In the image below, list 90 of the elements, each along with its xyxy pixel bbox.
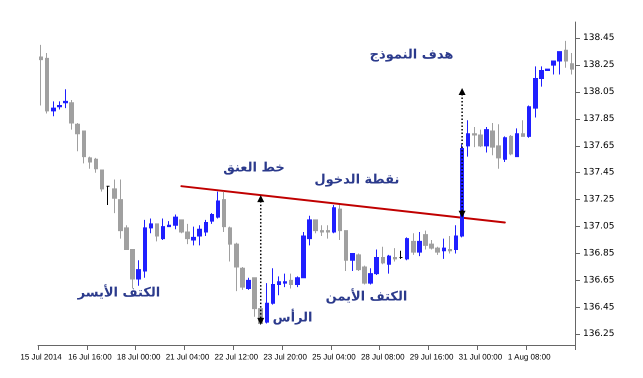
x-tick-label: 1 Aug 08:00 — [508, 352, 552, 362]
candlestick — [197, 224, 202, 246]
x-tick-label: 23 Jul 20:00 — [263, 352, 308, 362]
x-tick-label: 18 Jul 00:00 — [116, 352, 162, 362]
candlestick — [564, 40, 568, 68]
candlestick — [228, 226, 232, 262]
y-tick-label: 138.45 — [583, 33, 614, 44]
y-tick-label: 137.85 — [583, 114, 614, 124]
candlestick — [149, 218, 153, 234]
candlestick — [521, 120, 525, 137]
x-tick-label: 29 Jul 16:00 — [410, 352, 454, 362]
candlestick — [417, 231, 422, 257]
candlestick — [69, 100, 74, 130]
x-tick-label: 31 Jul 00:00 — [458, 352, 503, 362]
candlestick — [155, 223, 159, 242]
candlestick — [442, 238, 446, 260]
candlestick — [350, 252, 355, 272]
candlestick — [246, 277, 251, 290]
y-tick-label: 136.65 — [583, 275, 614, 286]
x-tick-label: 25 Jul 04:00 — [312, 352, 356, 362]
candlestick — [466, 120, 470, 158]
candlestick — [240, 266, 245, 290]
candlestick — [94, 157, 98, 174]
candlestick — [289, 273, 293, 289]
annotation: خط العنق — [223, 160, 285, 176]
y-tick-label: 137.25 — [583, 194, 614, 205]
y-tick-label: 136.45 — [583, 302, 614, 312]
candlestick — [39, 44, 43, 106]
candlestick — [332, 204, 336, 234]
candlestick — [344, 230, 348, 272]
x-tick-label: 21 Jul 04:00 — [166, 352, 210, 362]
candlestick — [454, 224, 458, 254]
candlestick — [136, 260, 141, 286]
x-tick-label: 16 Jul 16:00 — [68, 352, 112, 362]
y-tick-label: 137.45 — [583, 168, 614, 178]
candlestick — [234, 242, 239, 292]
candlestick — [82, 130, 86, 164]
annotation: نقطة الدخول — [314, 172, 400, 188]
candlestick — [57, 100, 62, 110]
candlestick — [399, 250, 403, 260]
candlestick — [112, 178, 117, 214]
annotation: هدف النموذج — [370, 47, 454, 62]
candlestick — [393, 248, 397, 262]
candlestick — [448, 235, 452, 254]
candlestick — [216, 191, 220, 219]
candlestick — [387, 254, 391, 274]
y-tick-label: 137.65 — [583, 140, 614, 151]
candlestick — [265, 282, 269, 324]
y-tick-label: 138.05 — [583, 86, 614, 97]
candlestick — [411, 232, 416, 256]
candlestick — [326, 224, 330, 240]
candlestick — [509, 134, 513, 156]
candlestick — [204, 219, 208, 236]
annotation: الرأس — [272, 310, 312, 326]
candlestick — [320, 224, 324, 236]
x-tick-label: 15 Jul 2014 — [20, 352, 62, 362]
candlestick — [222, 191, 226, 232]
candlestick — [161, 218, 165, 241]
candlestick — [570, 52, 574, 75]
x-tick-label: 22 Jul 12:00 — [214, 352, 259, 362]
y-tick-label: 136.25 — [583, 329, 614, 340]
candlestick — [381, 246, 385, 265]
candlestick — [45, 52, 49, 114]
candlestick — [167, 220, 171, 228]
x-tick-label: 28 Jul 08:00 — [360, 352, 406, 362]
candlestick — [313, 219, 318, 234]
y-tick-label: 137.05 — [583, 222, 614, 232]
candlestick — [75, 122, 80, 152]
candlestick — [527, 104, 531, 138]
candlestick — [100, 170, 104, 192]
candlestick — [484, 126, 489, 154]
y-tick-label: 136.85 — [583, 248, 614, 258]
candlestick — [191, 226, 196, 246]
candlestick — [63, 88, 68, 109]
candlestick — [88, 156, 92, 170]
candlestick — [503, 136, 507, 162]
candlestick — [173, 214, 178, 230]
candlestick — [338, 204, 342, 241]
y-tick-label: 138.25 — [583, 60, 614, 70]
candlestick — [283, 273, 287, 288]
annotation: الكتف الأيسر — [78, 285, 160, 300]
candlestick — [277, 276, 281, 296]
candlestick — [271, 268, 275, 306]
candlestick — [143, 219, 147, 278]
candlestick — [106, 186, 110, 206]
candlestick — [405, 236, 409, 261]
candlestick — [515, 128, 519, 158]
candlestick — [51, 100, 56, 117]
annotation: الكتف الأيمن — [326, 289, 408, 304]
candlestick — [210, 212, 214, 224]
